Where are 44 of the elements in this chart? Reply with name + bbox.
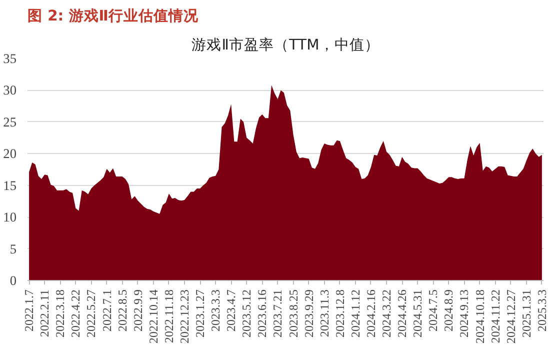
x-tick-label: 2022.5.27 xyxy=(84,290,98,338)
x-tick-label: 2022.1.7 xyxy=(22,290,36,332)
y-tick-label: 25 xyxy=(3,114,17,130)
x-tick-label: 2024.8.9 xyxy=(442,290,456,332)
y-tick-label: 10 xyxy=(3,210,17,225)
x-tick-label: 2023.11.3 xyxy=(317,289,332,338)
x-tick-label: 2022.8.5 xyxy=(115,290,130,332)
x-tick-label: 2025.3.3 xyxy=(534,290,549,332)
x-tick-label: 2022.3.18 xyxy=(53,290,68,338)
x-tick-label: 2024.9.13 xyxy=(457,290,472,338)
x-tick-label: 2022.11.18 xyxy=(162,289,176,344)
x-tick-label: 2024.3.22 xyxy=(380,290,394,338)
chart-subtitle: 游戏Ⅱ市盈率（TTM，中值） xyxy=(192,36,380,54)
x-tick-label: 2022.4.22 xyxy=(68,290,83,338)
x-tick-label: 2023.1.27 xyxy=(193,290,208,338)
x-tick-label: 2024.11.22 xyxy=(488,289,502,344)
x-tick-label: 2024.1.12 xyxy=(348,290,362,338)
y-tick-label: 5 xyxy=(10,241,17,256)
y-tick-label: 15 xyxy=(3,178,17,193)
x-tick-label: 2024.2.16 xyxy=(364,290,378,338)
chart-title: 图 2: 游戏Ⅱ行业估值情况 xyxy=(28,8,200,24)
y-tick-label: 0 xyxy=(10,273,17,288)
x-tick-label: 2023.12.8 xyxy=(332,290,347,338)
x-tick-label: 2023.8.25 xyxy=(286,290,300,338)
x-tick-label: 2023.5.12 xyxy=(240,290,254,338)
x-tick-label: 2023.6.16 xyxy=(255,290,270,338)
x-tick-label: 2022.12.23 xyxy=(177,290,192,344)
x-tick-label: 2023.4.7 xyxy=(224,290,238,332)
x-tick-label: 2022.7.1 xyxy=(100,290,114,332)
x-tick-label: 2023.3.3 xyxy=(208,290,223,332)
x-tick-label: 2024.4.26 xyxy=(395,290,410,338)
x-tick-label: 2024.7.5 xyxy=(426,290,440,332)
y-tick-label: 30 xyxy=(3,82,17,98)
x-tick-label: 2022.2.11 xyxy=(38,289,52,338)
x-tick-label: 2024.5.31 xyxy=(410,290,425,338)
x-tick-label: 2023.7.21 xyxy=(270,290,285,338)
x-tick-label: 2023.9.29 xyxy=(302,290,316,338)
x-tick-label: 2025.1.31 xyxy=(519,290,534,338)
x-tick-label: 2022.10.14 xyxy=(146,290,160,344)
x-tick-label: 2024.10.18 xyxy=(472,290,487,344)
y-tick-label: 20 xyxy=(3,146,17,162)
y-tick-label: 35 xyxy=(3,51,17,66)
x-tick-label: 2022.9.9 xyxy=(130,290,145,332)
x-tick-label: 2024.12.27 xyxy=(504,290,518,344)
